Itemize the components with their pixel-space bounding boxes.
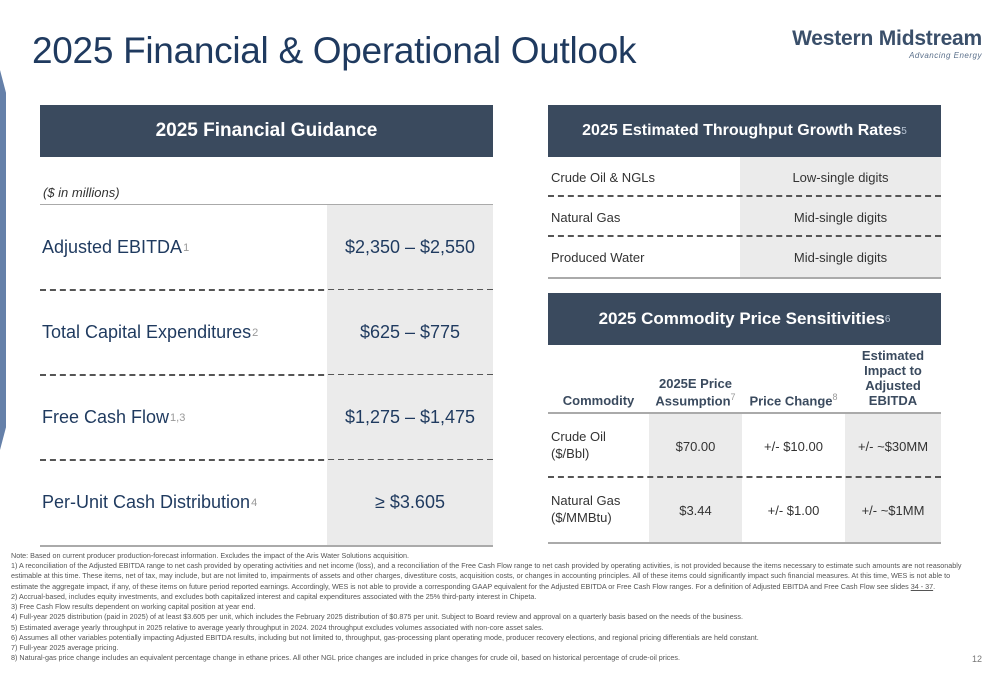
page-number: 12	[971, 654, 982, 664]
throughput-label: Produced Water	[551, 249, 645, 265]
footnote-ref: 6	[884, 313, 891, 325]
financial-guidance-table: 2025 Financial Guidance ($ in millions) …	[40, 105, 493, 547]
footnote-2: 2) Accrual-based, includes equity invest…	[11, 591, 537, 601]
throughput-row: Natural Gas Mid-single digits	[548, 197, 941, 237]
footnote-ref: 8	[832, 391, 838, 402]
commodity-name: Natural Gas ($/MMBtu)	[551, 493, 621, 525]
footnote-3: 3) Free Cash Flow results dependent on w…	[11, 602, 256, 612]
footnote-1: 1) A reconciliation of the Adjusted EBIT…	[11, 561, 962, 591]
col-header-impact: Estimated Impact to Adjusted EBITDA	[861, 348, 925, 409]
col-header-change: Price Change8	[749, 391, 838, 409]
footnote-5: 5) Estimated average yearly throughput i…	[11, 622, 544, 632]
financial-guidance-title: 2025 Financial Guidance	[40, 105, 493, 157]
throughput-value: Mid-single digits	[740, 197, 941, 237]
footnote-ref: 2	[252, 326, 259, 339]
footnote-7: 7) Full-year 2025 average pricing.	[11, 642, 119, 652]
commodity-sensitivity-table: 2025 Commodity Price Sensitivities 6 Comm…	[548, 293, 941, 544]
price-change: +/- $1.00	[767, 502, 820, 518]
table-bottom-rule	[548, 277, 941, 279]
edge-accent	[0, 70, 6, 450]
footnote-4: 4) Full-year 2025 distribution (paid in …	[11, 612, 743, 622]
throughput-value: Mid-single digits	[740, 237, 941, 277]
ebitda-impact: +/- ~$1MM	[845, 478, 941, 542]
logo-tagline: Advancing Energy	[909, 51, 982, 60]
ebitda-impact: +/- ~$30MM	[845, 414, 941, 478]
column-headers: Commodity 2025E Price Assumption7 Price …	[548, 345, 941, 414]
col-header-price: 2025E Price Assumption7	[655, 375, 736, 409]
footnote-ref: 5	[901, 125, 907, 137]
table-bottom-rule	[40, 545, 493, 547]
page-title: 2025 Financial & Operational Outlook	[32, 30, 637, 71]
footnote-8: 8) Natural-gas price change includes an …	[11, 653, 680, 663]
guidance-label: Total Capital Expenditures 2	[42, 322, 259, 342]
company-logo: Western Midstream Advancing Energy	[792, 27, 982, 60]
throughput-row: Crude Oil & NGLs Low-single digits	[548, 157, 941, 197]
guidance-label: Adjusted EBITDA 1	[42, 237, 190, 257]
guidance-value: ≥ $3.605	[327, 460, 493, 545]
guidance-value: $2,350 – $2,550	[327, 205, 493, 290]
footnote-6: 6) Assumes all other variables potential…	[11, 632, 759, 642]
footnote-ref: 4	[251, 496, 258, 509]
col-header-commodity: Commodity	[562, 393, 635, 409]
footnote-ref: 1	[183, 241, 190, 254]
guidance-row: Per-Unit Cash Distribution 4 ≥ $3.605	[40, 460, 493, 545]
commodity-row: Natural Gas ($/MMBtu) $3.44 +/- $1.00 +/-…	[548, 478, 941, 542]
throughput-label: Natural Gas	[551, 209, 621, 225]
logo-name: Western Midstream	[792, 27, 982, 50]
throughput-title: 2025 Estimated Throughput Growth Rates 5	[548, 105, 941, 157]
price-assumption: $70.00	[649, 414, 742, 478]
table-bottom-rule	[548, 542, 941, 544]
footnotes: Note: Based on current producer producti…	[11, 551, 976, 663]
guidance-value: $625 – $775	[327, 290, 493, 375]
price-change: +/- $10.00	[764, 438, 823, 454]
guidance-label: Free Cash Flow 1,3	[42, 407, 186, 427]
guidance-label: Per-Unit Cash Distribution 4	[42, 492, 258, 512]
commodity-name: Crude Oil ($/Bbl)	[551, 429, 606, 461]
price-assumption: $3.44	[649, 478, 742, 542]
guidance-row: Free Cash Flow 1,3 $1,275 – $1,475	[40, 375, 493, 461]
guidance-value: $1,275 – $1,475	[327, 375, 493, 460]
throughput-table: 2025 Estimated Throughput Growth Rates 5 …	[548, 105, 941, 279]
units-label: ($ in millions)	[40, 157, 493, 205]
throughput-value: Low-single digits	[740, 157, 941, 197]
guidance-row: Adjusted EBITDA 1 $2,350 – $2,550	[40, 205, 493, 291]
footnote-intro: Note: Based on current producer producti…	[11, 551, 410, 560]
commodity-title: 2025 Commodity Price Sensitivities 6	[548, 293, 941, 345]
footnote-ref: 1,3	[170, 411, 186, 424]
commodity-row: Crude Oil ($/Bbl) $70.00 +/- $10.00 +/- ~…	[548, 414, 941, 478]
throughput-label: Crude Oil & NGLs	[551, 169, 656, 185]
throughput-row: Produced Water Mid-single digits	[548, 237, 941, 277]
slides-link[interactable]: 34 - 37	[910, 581, 934, 591]
footnote-ref: 7	[730, 391, 736, 402]
guidance-row: Total Capital Expenditures 2 $625 – $775	[40, 290, 493, 376]
